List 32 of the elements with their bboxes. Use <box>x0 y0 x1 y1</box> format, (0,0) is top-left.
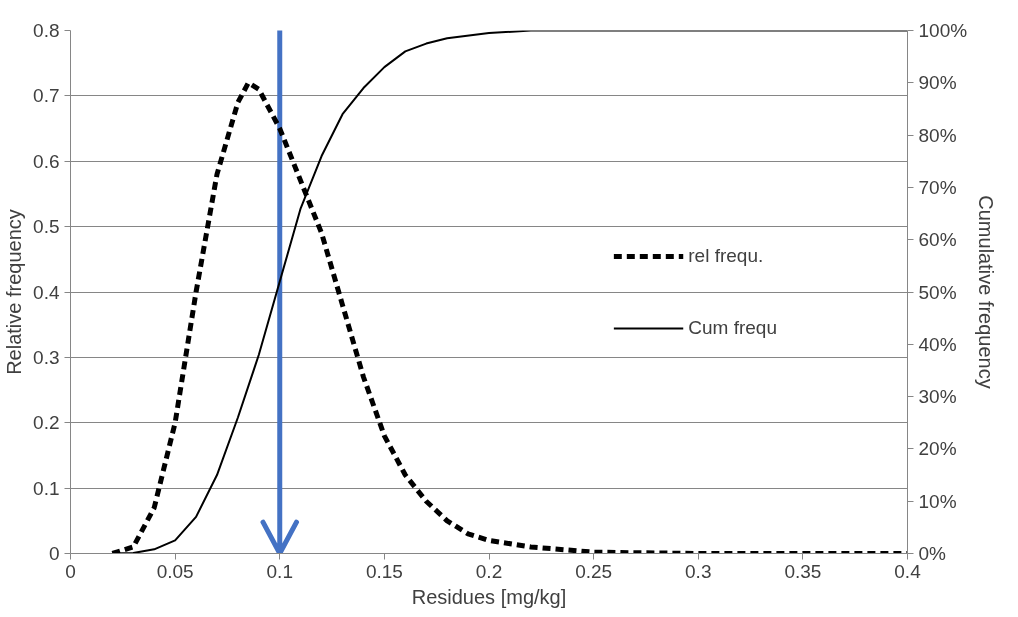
y2-tick-label: 10% <box>918 490 957 512</box>
y-tick-label: 0.3 <box>33 346 60 368</box>
y2-axis-title: Cumulative frequency <box>975 195 998 389</box>
x-tick-label: 0.25 <box>575 560 613 582</box>
y-tick-label: 0.1 <box>33 477 60 499</box>
y-axis-title: Relative frequency <box>3 209 26 375</box>
y-tick-label: 0.2 <box>33 412 60 434</box>
y2-tick-label: 80% <box>918 124 957 146</box>
y2-tick-label: 70% <box>918 176 957 198</box>
x-tick-label: 0.3 <box>685 560 712 582</box>
x-tick-label: 0.1 <box>266 560 293 582</box>
y-tick-label: 0.7 <box>33 85 60 107</box>
legend-label: Cum frequ <box>688 316 777 339</box>
x-tick-label: 0 <box>65 560 76 582</box>
y2-tick-label: 60% <box>918 229 957 251</box>
y-tick-label: 0.4 <box>33 281 60 303</box>
y2-tick-label: 90% <box>918 72 957 94</box>
y-tick-label: 0 <box>48 543 60 564</box>
x-tick-label: 0.15 <box>365 560 403 582</box>
y2-tick-label: 100% <box>918 20 968 41</box>
y-tick-label: 0.5 <box>33 216 60 238</box>
y2-tick-label: 50% <box>918 281 957 303</box>
x-tick-label: 0.2 <box>475 560 503 582</box>
y-tick-label: 0.6 <box>33 150 60 172</box>
y2-tick-label: 30% <box>918 386 957 408</box>
x-axis-title: Residues [mg/kg] <box>411 585 567 608</box>
y2-tick-label: 40% <box>918 333 957 355</box>
x-tick-label: 0.35 <box>784 560 822 582</box>
legend-label: rel frequ. <box>688 244 764 267</box>
y-tick-label: 0.8 <box>33 20 60 41</box>
y2-tick-label: 20% <box>918 438 957 460</box>
x-tick-label: 0.05 <box>156 560 194 582</box>
